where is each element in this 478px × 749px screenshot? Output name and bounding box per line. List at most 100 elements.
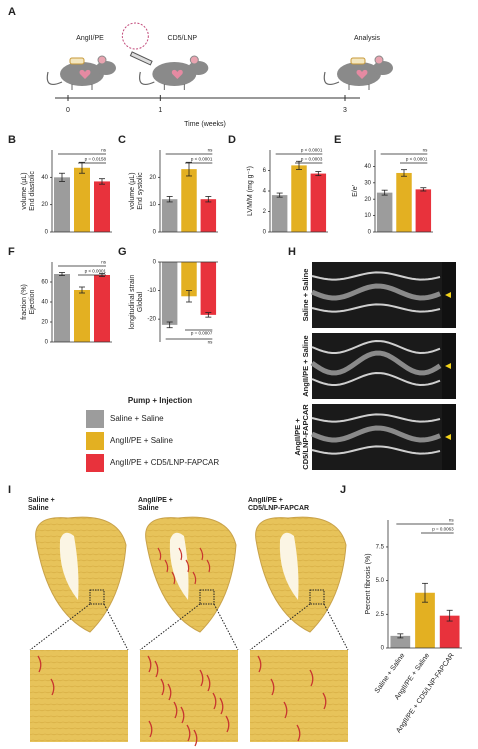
heart-section	[255, 516, 347, 633]
y-tick-label: 0	[368, 230, 372, 236]
significance-label: ns	[101, 260, 107, 265]
y-tick-label: 0	[45, 230, 49, 236]
bar	[390, 635, 411, 648]
event-label: Analysis	[354, 35, 381, 42]
bar	[415, 592, 435, 648]
bar	[200, 199, 217, 232]
significance-label: p < 0.0001	[85, 269, 107, 274]
legend-title: Pump + Injection	[128, 396, 192, 405]
y-axis-title: volume (µL)	[21, 172, 28, 209]
y-tick-label: 40	[41, 175, 48, 181]
y-axis-title: LVM/M (mg g⁻¹)	[247, 166, 254, 216]
x-axis-title: Time (weeks)	[184, 121, 226, 128]
mouse-tail	[323, 71, 340, 85]
y-tick-label: 40	[41, 300, 48, 306]
fibrosis	[147, 655, 152, 673]
mouse-tail	[46, 71, 63, 85]
y-axis-title: End diastolic	[29, 171, 36, 211]
bar	[271, 195, 288, 232]
fibrosis	[270, 678, 275, 696]
echo-label: CD5/LNP-FAPCAR	[301, 404, 310, 470]
significance-label: p = 0.0158	[85, 157, 107, 162]
y-tick-label: 30	[364, 180, 371, 186]
y-tick-label: 60	[41, 280, 48, 286]
echo-marker	[445, 292, 451, 298]
fibrosis	[199, 669, 204, 687]
significance-label: p < 0.0001	[301, 148, 323, 153]
y-axis-title: longitudinal strain	[129, 275, 136, 330]
event-label: AngII/PE	[76, 35, 104, 42]
echo-marker	[445, 434, 451, 440]
mouse-head	[188, 61, 209, 75]
mouse-heart	[356, 69, 368, 79]
panel-letter: D	[228, 134, 236, 146]
syringe-icon	[129, 51, 153, 66]
significance-label: p = 0.0007	[191, 331, 213, 336]
significance-label: p = 0.0003	[301, 157, 323, 162]
significance-label: ns	[449, 518, 455, 523]
bar	[54, 274, 70, 342]
fibrosis	[180, 706, 185, 724]
histology-label: Saline +	[28, 497, 55, 504]
y-axis-title: E/e′	[352, 184, 359, 197]
y-tick-label: 5.0	[376, 578, 385, 584]
y-axis-title: Global	[137, 291, 144, 312]
echo-label: AngII/PE + Saline	[301, 335, 310, 396]
bar	[396, 172, 412, 232]
y-axis-title: End systolic	[137, 172, 144, 210]
echo-label: AngII/PE +	[293, 418, 302, 456]
timeline-tick-label: 0	[66, 107, 70, 114]
pump-icon	[350, 57, 366, 65]
echo-trace	[310, 350, 442, 376]
bar	[181, 169, 197, 232]
y-tick-label: 40	[364, 164, 371, 170]
echo-label: Saline + Saline	[301, 269, 310, 322]
echo-image	[312, 333, 442, 399]
bar	[415, 189, 432, 232]
panel-letter: C	[118, 134, 126, 146]
significance-label: ns	[208, 340, 214, 345]
echo-trace	[311, 413, 441, 423]
y-tick-label: 20	[364, 197, 371, 203]
y-tick-label: 0	[153, 260, 157, 266]
y-axis-title: fraction (%)	[21, 284, 28, 320]
event-label: CD5/LNP	[168, 35, 198, 42]
timeline-tick-label: 1	[158, 107, 162, 114]
zoom-line	[323, 603, 349, 651]
pump-icon	[69, 57, 85, 65]
mouse-ear	[97, 55, 107, 65]
zoom-image	[30, 650, 128, 742]
fibrosis	[157, 547, 162, 561]
mouse-heart	[79, 69, 91, 79]
significance-label: ns	[423, 148, 429, 153]
y-tick-label: -20	[147, 317, 156, 323]
histology-label: AngII/PE +	[248, 497, 283, 504]
zoom-line	[103, 603, 129, 651]
bar	[310, 173, 327, 232]
panel-letter: I	[8, 484, 11, 496]
echo-trace	[311, 271, 441, 281]
y-tick-label: 20	[149, 175, 156, 181]
echo-trace	[311, 303, 441, 313]
fibrosis	[199, 547, 204, 561]
bar	[161, 262, 178, 325]
lnp-icon	[121, 22, 149, 50]
bar	[94, 275, 110, 342]
panel-letter: E	[334, 134, 341, 146]
fibrosis	[50, 678, 55, 696]
y-axis-title: volume (µL)	[129, 172, 136, 209]
y-tick-label: 20	[41, 320, 48, 326]
zoom-line	[29, 603, 91, 651]
bar	[161, 199, 178, 232]
panel-letter: B	[8, 134, 16, 146]
fibrosis	[186, 724, 191, 742]
y-tick-label: 0	[263, 230, 267, 236]
fibrosis	[173, 701, 178, 719]
mouse-ear	[374, 55, 384, 65]
zoom-line	[249, 603, 311, 651]
echo-trace	[311, 425, 441, 443]
fibrosis	[164, 559, 169, 573]
bar	[74, 167, 90, 232]
zoom-image	[250, 650, 348, 742]
zoom-image	[140, 650, 238, 742]
